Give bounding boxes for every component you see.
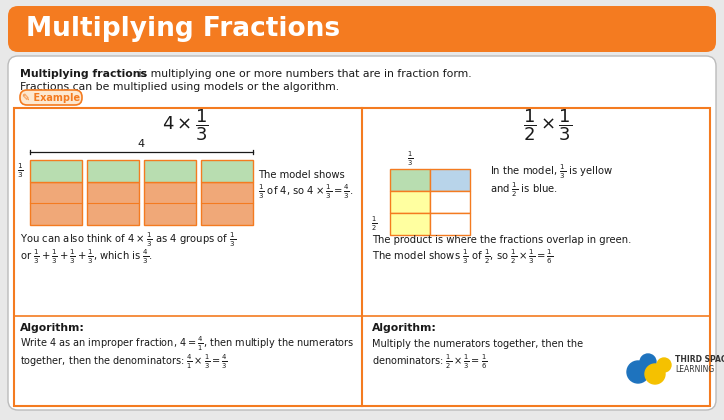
Text: denominators: $\frac{1}{2} \times \frac{1}{3} = \frac{1}{6}$: denominators: $\frac{1}{2} \times \frac{… (372, 353, 487, 371)
Text: THIRD SPACE: THIRD SPACE (675, 355, 724, 365)
Text: ✎ Example: ✎ Example (22, 93, 80, 103)
Circle shape (657, 358, 671, 372)
Text: $\frac{1}{3}$: $\frac{1}{3}$ (407, 150, 413, 168)
Text: $\dfrac{1}{2} \times \dfrac{1}{3}$: $\dfrac{1}{2} \times \dfrac{1}{3}$ (523, 107, 573, 143)
Bar (390, 213, 430, 235)
Circle shape (645, 364, 665, 384)
Text: The product is where the fractions overlap in green.: The product is where the fractions overl… (372, 235, 631, 245)
Text: $\frac{1}{3}$: $\frac{1}{3}$ (17, 162, 23, 180)
Text: Multiplying fractions: Multiplying fractions (20, 69, 147, 79)
Bar (30, 160, 82, 182)
Bar (430, 169, 470, 191)
Circle shape (640, 354, 656, 370)
FancyBboxPatch shape (8, 6, 716, 52)
Bar (144, 160, 196, 182)
Bar (390, 169, 430, 191)
Bar (430, 191, 470, 213)
Text: Write 4 as an improper fraction, $4 = \frac{4}{1}$, then multiply the numerators: Write 4 as an improper fraction, $4 = \f… (20, 335, 355, 353)
Text: Multiplying Fractions: Multiplying Fractions (26, 16, 340, 42)
Text: Fractions can be multiplied using models or the algorithm.: Fractions can be multiplied using models… (20, 82, 339, 92)
Bar (87, 160, 139, 182)
Bar (201, 160, 253, 182)
Bar (144, 182, 196, 225)
Text: together, then the denominators: $\frac{4}{1} \times \frac{1}{3} = \frac{4}{3}$: together, then the denominators: $\frac{… (20, 353, 228, 371)
Text: You can also think of $4 \times \frac{1}{3}$ as 4 groups of $\frac{1}{3}$: You can also think of $4 \times \frac{1}… (20, 231, 236, 249)
Text: Algorithm:: Algorithm: (20, 323, 85, 333)
Bar (30, 182, 82, 225)
Text: LEARNING: LEARNING (675, 365, 715, 375)
Bar (87, 182, 139, 225)
Bar (201, 182, 253, 225)
Text: or $\frac{1}{3} + \frac{1}{3} + \frac{1}{3} + \frac{1}{3}$, which is $\frac{4}{3: or $\frac{1}{3} + \frac{1}{3} + \frac{1}… (20, 248, 153, 266)
Text: Multiply the numerators together, then the: Multiply the numerators together, then t… (372, 339, 583, 349)
Bar (430, 213, 470, 235)
Text: 4: 4 (138, 139, 145, 149)
Circle shape (627, 361, 649, 383)
Text: $\frac{1}{2}$: $\frac{1}{2}$ (371, 215, 377, 233)
Text: $4 \times \dfrac{1}{3}$: $4 \times \dfrac{1}{3}$ (161, 107, 209, 143)
Text: Algorithm:: Algorithm: (372, 323, 437, 333)
FancyBboxPatch shape (8, 56, 716, 410)
Text: The model shows: The model shows (258, 170, 345, 180)
Text: $\frac{1}{3}$ of 4, so $4 \times \frac{1}{3} = \frac{4}{3}$.: $\frac{1}{3}$ of 4, so $4 \times \frac{1… (258, 183, 353, 201)
FancyBboxPatch shape (20, 90, 82, 105)
Text: In the model, $\frac{1}{3}$ is yellow: In the model, $\frac{1}{3}$ is yellow (490, 163, 613, 181)
Text: and $\frac{1}{2}$ is blue.: and $\frac{1}{2}$ is blue. (490, 181, 557, 199)
Text: The model shows $\frac{1}{3}$ of $\frac{1}{2}$, so $\frac{1}{2} \times \frac{1}{: The model shows $\frac{1}{3}$ of $\frac{… (372, 248, 553, 266)
Bar (390, 191, 430, 213)
Text: is multiplying one or more numbers that are in fraction form.: is multiplying one or more numbers that … (135, 69, 471, 79)
